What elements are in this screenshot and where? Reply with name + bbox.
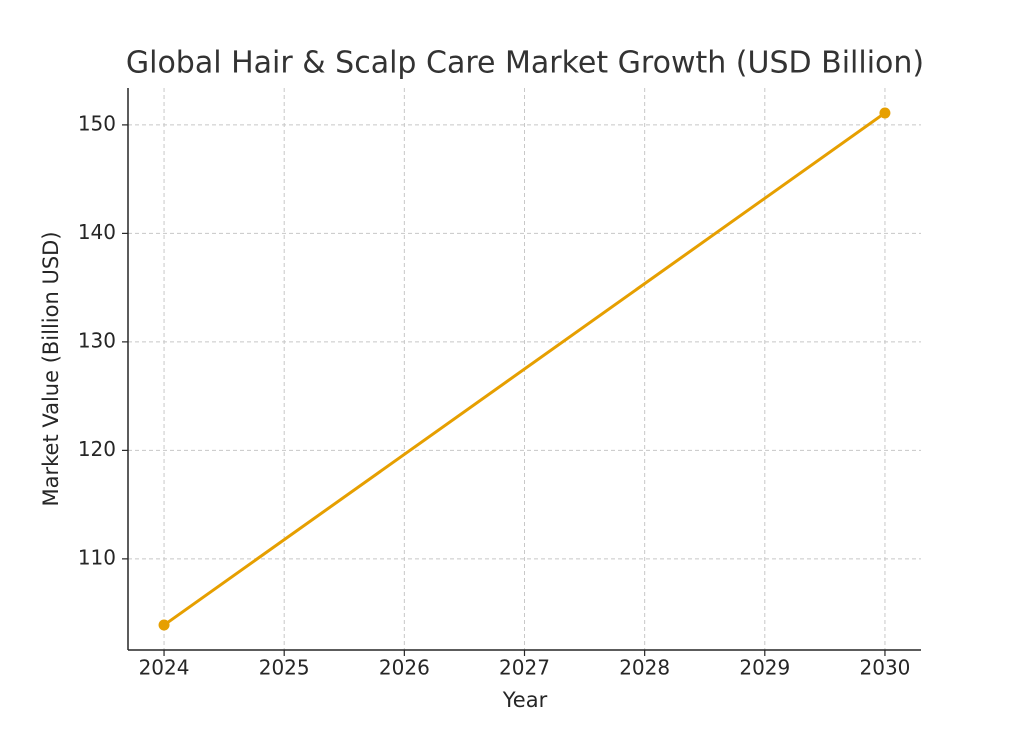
- y-tick-label: 140: [78, 220, 116, 244]
- x-tick-label: 2028: [619, 656, 670, 680]
- marker: [158, 619, 170, 631]
- y-tick-label: 110: [78, 545, 116, 569]
- marker: [879, 107, 891, 119]
- x-tick-label: 2029: [739, 656, 790, 680]
- y-axis-label: Market Value (Billion USD): [39, 231, 63, 506]
- x-tick-label: 2030: [860, 656, 911, 680]
- x-axis-label: Year: [502, 688, 548, 712]
- x-tick-label: 2025: [259, 656, 310, 680]
- y-tick-label: 150: [78, 111, 116, 135]
- x-tick-label: 2026: [379, 656, 430, 680]
- x-tick-label: 2027: [499, 656, 550, 680]
- y-tick-label: 130: [78, 328, 116, 352]
- line: [163, 111, 886, 627]
- x-tick-label: 2024: [139, 656, 190, 680]
- y-tick-label: 120: [78, 437, 116, 461]
- chart-title: Global Hair & Scalp Care Market Growth (…: [126, 46, 924, 81]
